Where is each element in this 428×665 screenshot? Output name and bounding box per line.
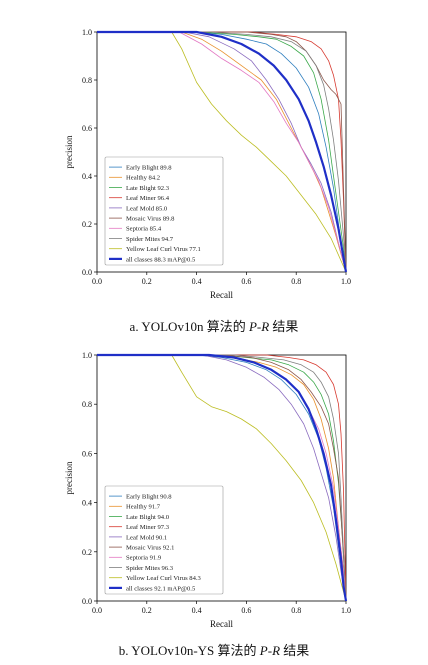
series-line <box>97 354 347 602</box>
caption-b-prefix: b. YOLOv10n-YS 算法的 <box>118 643 257 658</box>
x-tick-label: 0.6 <box>241 606 251 615</box>
legend-label: Yellow Leaf Curl Virus 84.3 <box>126 575 202 582</box>
series-line <box>97 31 347 273</box>
legend-label: Leaf Miner 96.4 <box>126 195 170 202</box>
chart-a: 0.0 0.2 0.4 0.6 0.8 1.0 0.0 0.2 0.4 0.6 0.8 1.0 Reca… <box>64 28 351 300</box>
legend-label: Late Blight 92.3 <box>126 185 170 192</box>
legend-label: Late Blight 94.0 <box>126 514 170 521</box>
legend-label: Septoria 85.4 <box>126 226 162 233</box>
y-axis-label: precision <box>64 135 74 168</box>
y-tick-label: 0.6 <box>82 124 92 133</box>
series-line <box>97 354 347 602</box>
y-tick-label: 0.6 <box>82 449 92 458</box>
y-tick-label: 0.2 <box>82 548 92 557</box>
legend-label: Spider Mites 94.7 <box>126 236 174 243</box>
legend-label: Healthy 91.7 <box>126 504 161 511</box>
y-tick-label: 0.0 <box>82 268 92 277</box>
y-tick-label: 1.0 <box>82 351 92 360</box>
legend-label: Mosaic Virus 89.8 <box>126 216 175 223</box>
caption-a-prefix: a. YOLOv10n 算法的 <box>129 319 246 334</box>
x-tick-label: 0.8 <box>291 277 301 286</box>
caption-b-italic: P-R <box>259 643 281 658</box>
legend-label: Leaf Miner 97.3 <box>126 524 170 531</box>
legend-label: Leaf Mold 90.1 <box>126 534 167 541</box>
series-line <box>97 31 347 273</box>
x-tick-label: 0.4 <box>192 277 202 286</box>
y-tick-label: 0.8 <box>82 76 92 85</box>
legend-label: Spider Mites 96.3 <box>126 565 174 572</box>
legend-box <box>104 156 224 266</box>
legend-box <box>104 485 224 595</box>
x-tick-label: 0.0 <box>92 606 102 615</box>
legend-label: Leaf Mold 85.0 <box>126 205 168 212</box>
legend-label: Yellow Leaf Curl Virus 77.1 <box>126 246 201 253</box>
x-tick-label: 1.0 <box>341 277 351 286</box>
series-line <box>97 31 347 273</box>
series-line <box>97 31 347 273</box>
y-tick-label: 0.0 <box>82 597 92 606</box>
caption-a-italic: P-R <box>248 319 270 334</box>
legend-label: all classes 88.3 mAP@0.5 <box>126 256 196 263</box>
legend-label: Septoria 91.9 <box>126 555 162 562</box>
x-tick-label: 0.2 <box>142 606 152 615</box>
series-line <box>97 354 347 602</box>
legend-label: Healthy 84.2 <box>126 175 160 182</box>
series-line <box>97 31 347 273</box>
y-tick-label: 0.8 <box>82 400 92 409</box>
x-tick-label: 0.2 <box>142 277 152 286</box>
x-tick-label: 0.4 <box>192 606 202 615</box>
caption-a: a. YOLOv10n 算法的 P-R 结果 <box>0 316 428 335</box>
y-tick-label: 1.0 <box>82 28 92 37</box>
series-line <box>97 354 347 602</box>
series-line <box>97 31 347 273</box>
legend-label: all classes 92.1 mAP@0.5 <box>126 585 196 592</box>
x-axis-label: Recall <box>210 290 233 300</box>
x-axis-label: Recall <box>210 619 233 629</box>
caption-b-suffix: 结果 <box>283 643 310 658</box>
series-line <box>97 354 347 602</box>
chart-b: 0.0 0.2 0.4 0.6 0.8 1.0 0.0 0.2 0.4 0.6 0.8 1.0 Reca… <box>64 351 351 629</box>
x-tick-label: 0.0 <box>92 277 102 286</box>
x-tick-label: 1.0 <box>341 606 351 615</box>
series-line <box>97 353 348 602</box>
series-line <box>97 31 347 273</box>
caption-b: b. YOLOv10n-YS 算法的 P-R 结果 <box>0 640 428 659</box>
x-tick-label: 0.6 <box>241 277 251 286</box>
x-tick-label: 0.8 <box>291 606 301 615</box>
series-line <box>97 30 348 273</box>
y-tick-label: 0.2 <box>82 220 92 229</box>
legend-label: Early Blight 89.8 <box>126 165 172 172</box>
y-tick-label: 0.4 <box>82 499 92 508</box>
caption-a-suffix: 结果 <box>272 319 299 334</box>
legend-label: Early Blight 90.8 <box>126 494 172 501</box>
legend-label: Mosaic Virus 92.1 <box>126 545 174 552</box>
y-tick-label: 0.4 <box>82 172 92 181</box>
y-axis-label: precision <box>64 461 74 494</box>
series-line <box>97 31 347 273</box>
